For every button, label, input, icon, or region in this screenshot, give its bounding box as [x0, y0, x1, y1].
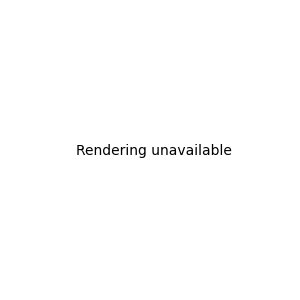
- Text: Rendering unavailable: Rendering unavailable: [76, 145, 232, 158]
